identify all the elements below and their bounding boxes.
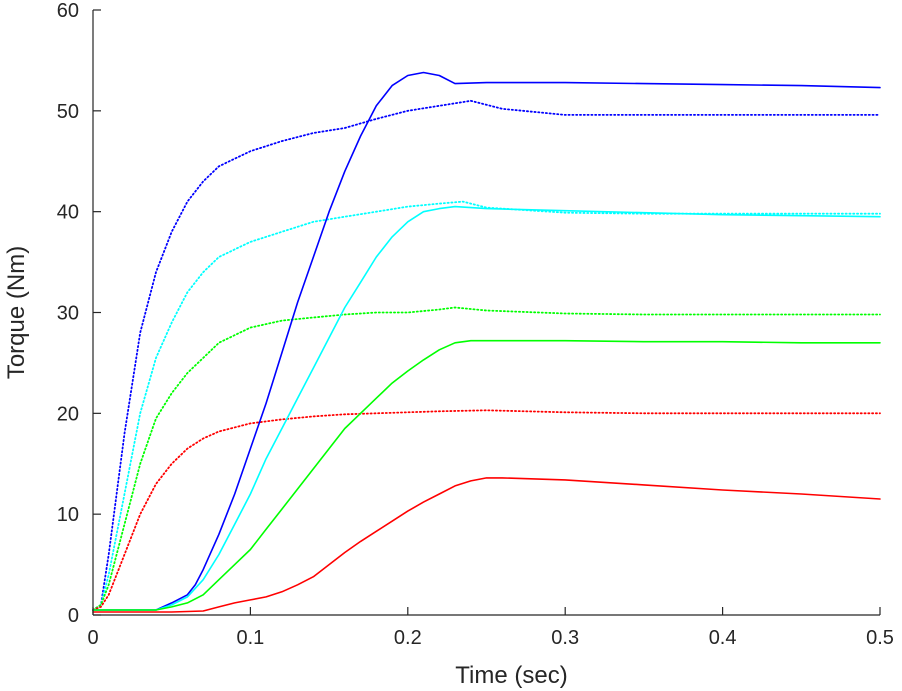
y-tick-label: 20 (57, 403, 79, 425)
y-tick-label: 60 (57, 0, 79, 22)
x-tick-label: 0 (87, 627, 98, 649)
x-tick-label: 0.3 (551, 627, 579, 649)
series-blue-dotted (92, 99, 881, 611)
x-tick-label: 0.2 (394, 627, 422, 649)
series-layer (92, 71, 881, 613)
series-cyan-dotted (92, 200, 881, 611)
y-tick-label: 30 (57, 303, 79, 325)
series-cyan-solid (92, 205, 881, 611)
ticks-layer: 0 0.1 0.2 0.3 0.4 0.5 0 10 20 30 40 50 60 (57, 0, 894, 649)
y-tick-label: 0 (68, 605, 79, 627)
y-tick-label: 10 (57, 504, 79, 526)
series-red-dotted (92, 409, 881, 611)
x-tick-label: 0.4 (709, 627, 737, 649)
series-green-dotted (92, 306, 881, 611)
x-tick-label: 0.5 (866, 627, 894, 649)
y-tick-label: 50 (57, 101, 79, 123)
x-axis-label: Time (sec) (455, 662, 567, 689)
series-green-solid (92, 339, 881, 611)
series-red-solid (92, 477, 881, 613)
y-axis-label: Torque (Nm) (3, 246, 30, 379)
series-blue-solid (92, 71, 881, 611)
x-tick-label: 0.1 (236, 627, 264, 649)
y-tick-label: 40 (57, 202, 79, 224)
